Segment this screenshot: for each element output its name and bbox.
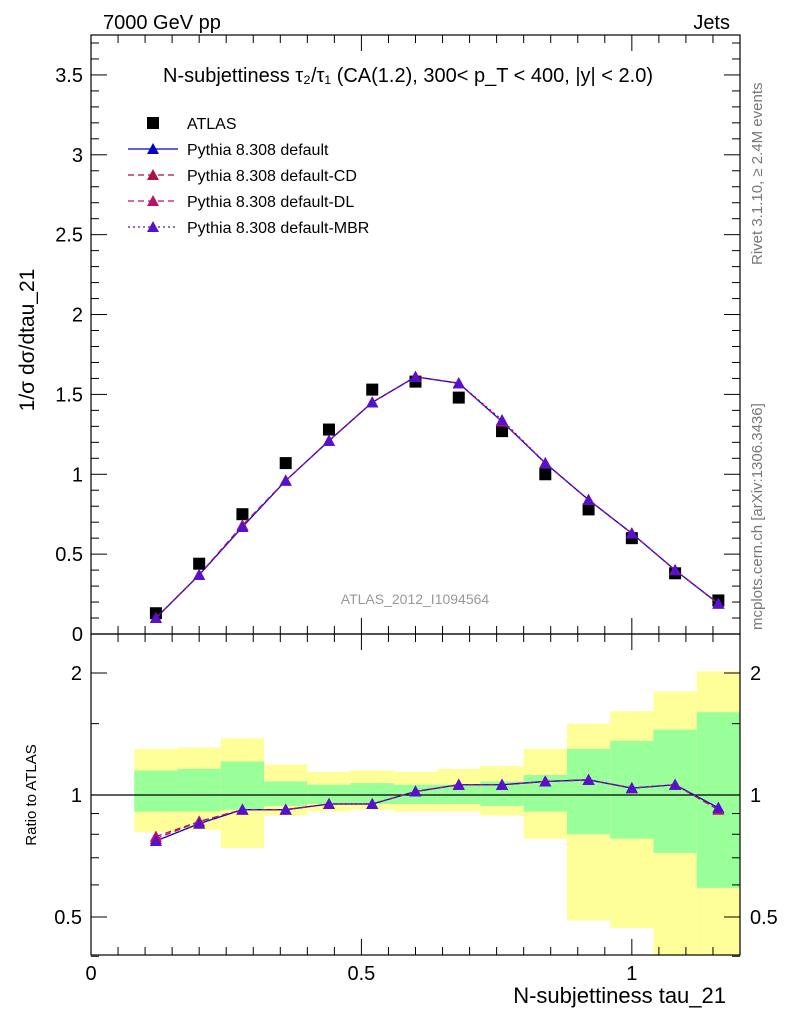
atlas-point bbox=[193, 557, 206, 570]
watermark: ATLAS_2012_I1094564 bbox=[341, 591, 490, 607]
atlas-point bbox=[539, 468, 552, 481]
main-y-tick-label: 1 bbox=[72, 464, 83, 486]
main-series-line bbox=[155, 376, 719, 619]
ratio-y-tick-label-right: 1 bbox=[750, 785, 761, 807]
main-series-line bbox=[155, 376, 719, 619]
main-series-marker bbox=[366, 396, 379, 408]
mcplots-side-label: mcplots.cern.ch [arXiv:1306.3436] bbox=[749, 403, 766, 630]
ratio-series-marker bbox=[712, 801, 725, 813]
main-series-marker bbox=[322, 434, 335, 446]
ratio-y-tick-label-right: 2 bbox=[750, 663, 761, 685]
ratio-y-tick-label: 0.5 bbox=[54, 907, 82, 929]
atlas-point bbox=[322, 423, 335, 436]
legend-label: ATLAS bbox=[187, 116, 237, 133]
inner-band-bin bbox=[264, 781, 308, 806]
legend-label: Pythia 8.308 default-CD bbox=[187, 168, 357, 185]
main-series-marker bbox=[279, 474, 292, 486]
atlas-point bbox=[452, 391, 465, 404]
x-tick-label: 0.5 bbox=[348, 963, 376, 985]
main-y-tick-label: 2 bbox=[72, 305, 83, 327]
atlas-point bbox=[279, 457, 292, 470]
atlas-point bbox=[582, 503, 595, 516]
x-axis-label: N-subjettiness tau_21 bbox=[513, 983, 726, 1008]
main-series-marker bbox=[193, 568, 206, 580]
inner-band-bin bbox=[653, 729, 697, 853]
main-y-tick-label: 1.5 bbox=[55, 384, 83, 406]
main-series-marker bbox=[625, 527, 638, 539]
main-series-line bbox=[155, 376, 719, 619]
x-tick-label: 0 bbox=[85, 963, 96, 985]
main-series-group bbox=[149, 370, 725, 624]
legend: ATLAS Pythia 8.308 default Pythia 8.308 de… bbox=[128, 116, 369, 237]
main-series-marker bbox=[539, 457, 552, 469]
ratio-y-tick-label: 2 bbox=[71, 663, 82, 685]
main-series-marker bbox=[669, 564, 682, 576]
ratio-series-marker bbox=[669, 778, 682, 790]
atlas-point bbox=[366, 383, 379, 396]
inner-band-bin bbox=[177, 768, 221, 812]
ratio-y-label: Ratio to ATLAS bbox=[23, 744, 40, 845]
inner-band-bin bbox=[134, 770, 178, 812]
legend-marker bbox=[147, 169, 159, 180]
ratio-y-tick-label-right: 0.5 bbox=[750, 907, 778, 929]
legend-marker bbox=[147, 195, 159, 206]
ratio-series-marker bbox=[322, 798, 335, 810]
ratio-series-line bbox=[155, 779, 719, 842]
ratio-series-marker bbox=[149, 835, 162, 847]
main-y-tick-label: 3.5 bbox=[55, 65, 83, 87]
main-y-label: 1/σ dσ/dtau_21 bbox=[16, 269, 39, 412]
atlas-point bbox=[236, 508, 249, 521]
main-series-marker bbox=[409, 370, 422, 382]
ratio-series-marker bbox=[496, 778, 509, 790]
atlas-point bbox=[496, 425, 509, 438]
main-series-marker bbox=[236, 520, 249, 532]
header-right: Jets bbox=[693, 12, 730, 34]
legend-marker bbox=[147, 143, 159, 154]
ratio-series-marker bbox=[236, 803, 249, 815]
main-series-line bbox=[155, 376, 719, 619]
ratio-uncertainty-bands bbox=[134, 671, 740, 955]
ratio-series-marker bbox=[582, 773, 595, 785]
rivet-side-label: Rivet 3.1.10, ≥ 2.4M events bbox=[749, 83, 766, 266]
ratio-series-marker bbox=[193, 817, 206, 829]
main-series-marker bbox=[582, 493, 595, 505]
ratio-series-marker bbox=[625, 782, 638, 794]
ratio-y-tick-label: 1 bbox=[71, 785, 82, 807]
main-title: N-subjettiness τ₂/τ₁ (CA(1.2), 300< p_T … bbox=[163, 65, 653, 87]
main-series-marker bbox=[452, 377, 465, 389]
ratio-series-marker bbox=[452, 778, 465, 790]
ratio-series-marker bbox=[409, 785, 422, 797]
main-series-marker bbox=[149, 612, 162, 624]
main-series-marker bbox=[496, 413, 509, 425]
main-y-tick-label: 0.5 bbox=[55, 544, 83, 566]
legend-label: Pythia 8.308 default bbox=[187, 142, 329, 159]
x-tick-label: 1 bbox=[626, 963, 637, 985]
legend-label: Pythia 8.308 default-DL bbox=[187, 194, 354, 211]
inner-band-bin bbox=[566, 748, 611, 835]
ratio-series-marker bbox=[539, 775, 552, 787]
legend-marker bbox=[147, 221, 159, 232]
legend-label: Pythia 8.308 default-MBR bbox=[187, 220, 369, 237]
main-series-marker bbox=[712, 597, 725, 609]
header-left: 7000 GeV pp bbox=[103, 12, 221, 34]
inner-band-bin bbox=[307, 784, 351, 805]
main-y-tick-label: 3 bbox=[72, 145, 83, 167]
ratio-series-marker bbox=[366, 798, 379, 810]
ratio-series-marker bbox=[279, 803, 292, 815]
inner-band-bin bbox=[220, 761, 265, 810]
main-y-tick-label: 2.5 bbox=[55, 225, 83, 247]
ratio-ticks: 0 0.5 1 0.5 0.5 1 1 2 2 bbox=[54, 35, 778, 985]
legend-marker-atlas bbox=[147, 117, 159, 129]
inner-band-bin bbox=[437, 784, 481, 805]
inner-band-bin bbox=[350, 783, 394, 805]
main-y-ticks: 0 0.5 1 1.5 2 2.5 3 3.5 bbox=[55, 42, 740, 646]
main-y-tick-label: 0 bbox=[72, 624, 83, 646]
ratio-series-group bbox=[149, 773, 725, 847]
